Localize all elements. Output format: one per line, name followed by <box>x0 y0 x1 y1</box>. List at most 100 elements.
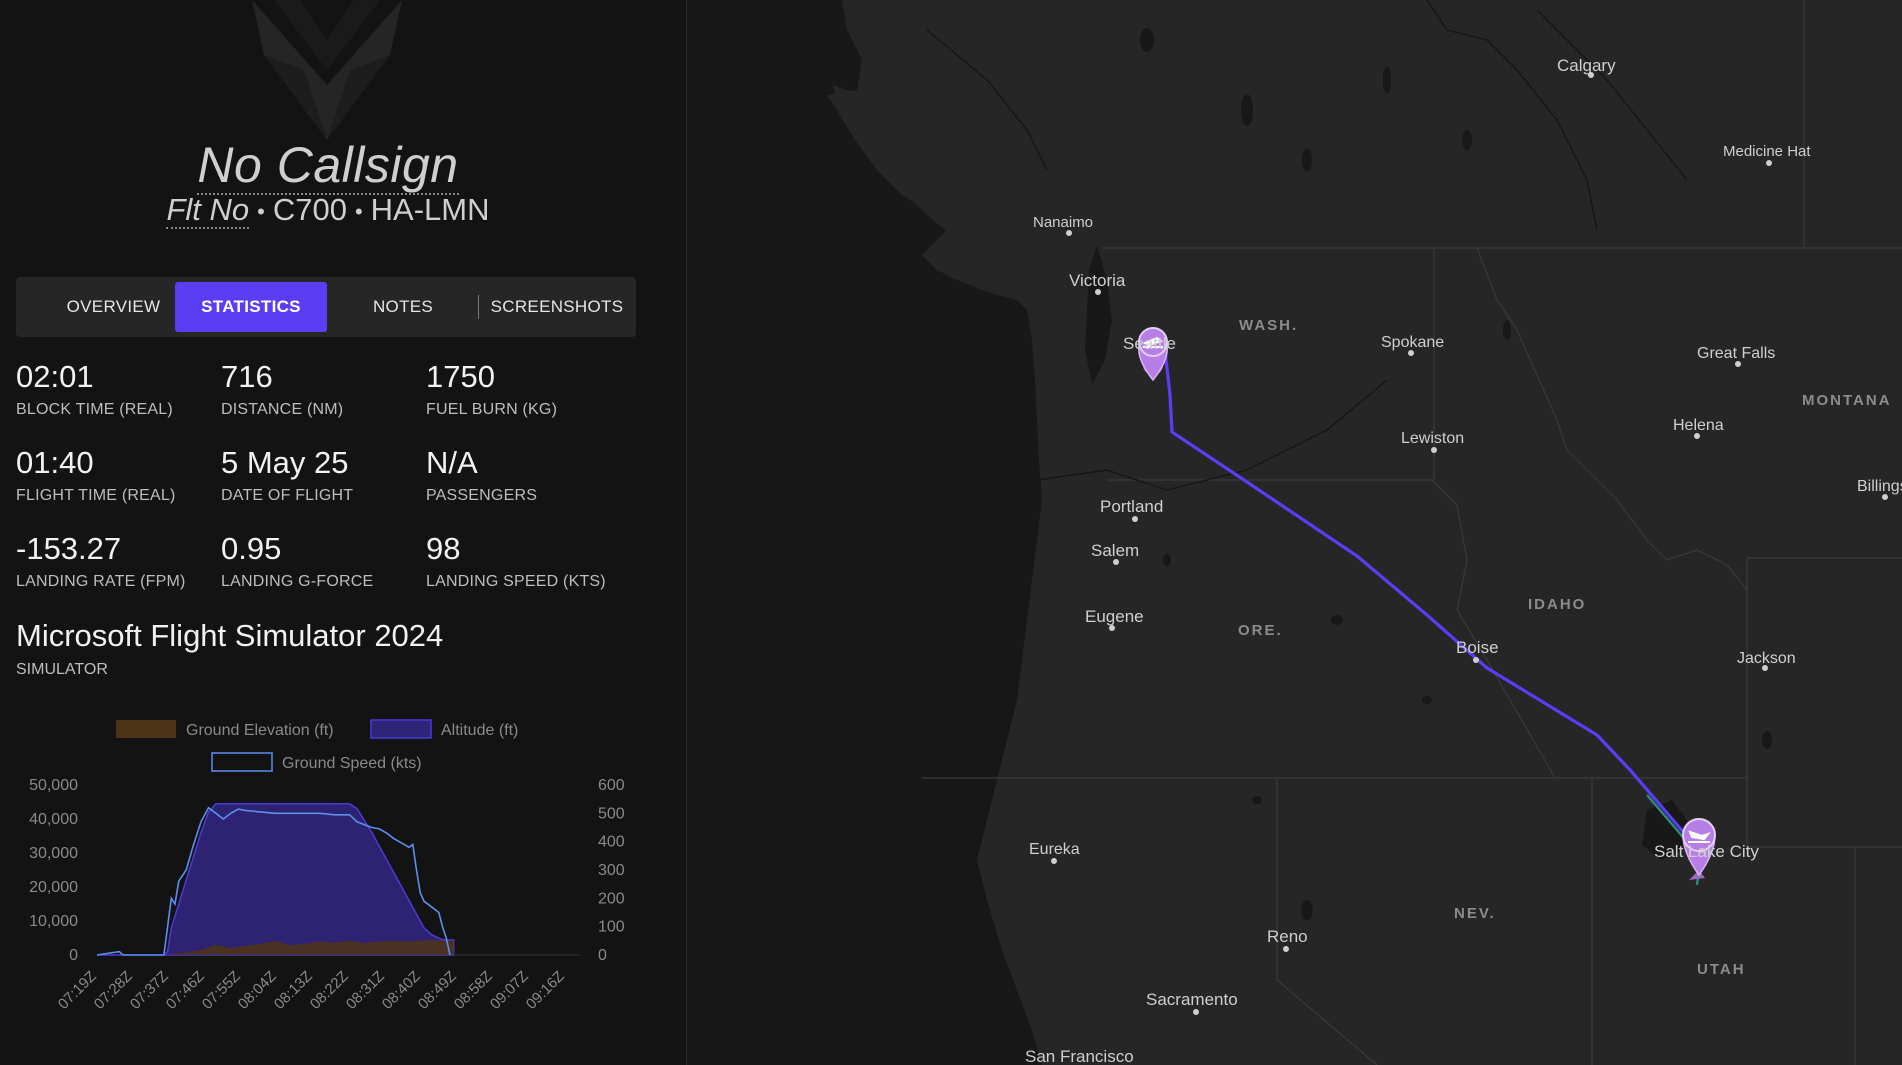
stat-fuel-burn: 1750 FUEL BURN (KG) <box>426 360 626 419</box>
state-borders <box>922 0 1902 1065</box>
legend-swatch-ground-speed <box>211 752 273 772</box>
flight-number[interactable]: Flt No <box>166 192 250 229</box>
stat-distance: 716 DISTANCE (NM) <box>221 360 421 419</box>
stat-value: 1750 <box>426 359 495 394</box>
aircraft-type: C700 <box>272 192 347 227</box>
city-salt-lake-city: Salt Lake City <box>1654 842 1759 861</box>
stat-landing-g-force: 0.95 LANDING G-FORCE <box>221 532 421 591</box>
stat-label: DISTANCE (NM) <box>221 401 344 418</box>
callsign-text[interactable]: No Callsign <box>197 137 459 195</box>
flight-route-map[interactable]: Calgary Medicine Hat Nanaimo Victoria Se… <box>687 0 1902 1065</box>
city-lewiston: Lewiston <box>1401 430 1464 447</box>
tab-divider <box>478 295 479 319</box>
stat-label: DATE OF FLIGHT <box>221 487 354 504</box>
x-tick-label: 09:16Z <box>523 968 568 1013</box>
takeoff-icon <box>1142 336 1164 348</box>
city-nanaimo: Nanaimo <box>1033 214 1093 231</box>
series-altitude-area <box>97 802 455 956</box>
tab-notes[interactable]: NOTES <box>372 297 434 316</box>
city-victoria: Victoria <box>1069 271 1126 290</box>
puget-sound <box>1085 245 1112 385</box>
x-tick-label: 08:31Z <box>343 968 388 1013</box>
x-tick-label: 08:13Z <box>271 968 316 1013</box>
city-seattle: Seattle <box>1123 334 1176 353</box>
y-right-tick-label: 600 <box>598 777 625 794</box>
simulator-name: Microsoft Flight Simulator 2024 <box>16 618 444 653</box>
y-left-tick-label: 10,000 <box>29 913 78 930</box>
stat-value: 02:01 <box>16 359 94 394</box>
city-medicine-hat: Medicine Hat <box>1723 143 1811 160</box>
stat-landing-rate: -153.27 LANDING RATE (FPM) <box>16 532 216 591</box>
y-right-tick-label: 200 <box>598 890 625 907</box>
legend-label-ground-elevation: Ground Elevation (ft) <box>186 722 334 739</box>
departure-airport-marker[interactable] <box>1138 327 1168 382</box>
city-reno: Reno <box>1267 927 1308 946</box>
stat-label: LANDING SPEED (KTS) <box>426 573 606 590</box>
stat-value: 5 May 25 <box>221 445 349 480</box>
stat-date-of-flight: 5 May 25 DATE OF FLIGHT <box>221 446 421 505</box>
y-right-tick-label: 100 <box>598 919 625 936</box>
brand-logo <box>252 0 402 140</box>
x-tick-label: 09:07Z <box>487 968 532 1013</box>
y-right-tick-label: 500 <box>598 805 625 822</box>
legend-label-altitude: Altitude (ft) <box>441 722 518 739</box>
y-left-tick-label: 50,000 <box>29 777 78 794</box>
stat-value: 0.95 <box>221 531 282 566</box>
x-tick-label: 08:58Z <box>451 968 496 1013</box>
x-tick-label: 07:37Z <box>127 968 172 1013</box>
region-ore: ORE. <box>1238 622 1283 639</box>
series-ground-elevation-area <box>97 940 454 955</box>
stat-block-time: 02:01 BLOCK TIME (REAL) <box>16 360 216 419</box>
region-wash: WASH. <box>1239 317 1298 334</box>
city-san-francisco: San Francisco <box>1025 1047 1134 1065</box>
stat-value: N/A <box>426 445 478 480</box>
city-boise: Boise <box>1456 638 1499 657</box>
flight-route-path <box>1150 340 1699 859</box>
stat-label: PASSENGERS <box>426 487 538 504</box>
x-tick-label: 07:19Z <box>55 968 100 1013</box>
legend-swatch-altitude <box>370 719 432 739</box>
y-right-tick-label: 300 <box>598 862 625 879</box>
stat-label: LANDING G-FORCE <box>221 573 374 590</box>
stat-passengers: N/A PASSENGERS <box>426 446 626 505</box>
stat-flight-time: 01:40 FLIGHT TIME (REAL) <box>16 446 216 505</box>
flight-details-panel: No Callsign Flt No • C700 • HA-LMN OVERVIEW … <box>0 0 687 1065</box>
x-tick-label: 08:04Z <box>235 968 280 1013</box>
x-tick-label: 08:22Z <box>307 968 352 1013</box>
city-eureka: Eureka <box>1029 841 1080 858</box>
great-salt-lake <box>1642 800 1687 860</box>
y-left-tick-label: 20,000 <box>29 879 78 896</box>
y-left-tick-label: 30,000 <box>29 845 78 862</box>
x-tick-label: 07:28Z <box>91 968 136 1013</box>
stat-landing-speed: 98 LANDING SPEED (KTS) <box>426 532 626 591</box>
city-sacramento: Sacramento <box>1146 990 1238 1009</box>
separator-dot: • <box>257 198 265 224</box>
stat-value: 98 <box>426 531 461 566</box>
landing-icon <box>1688 830 1711 843</box>
tab-statistics[interactable]: STATISTICS <box>175 282 327 332</box>
flight-info-line: Flt No • C700 • HA-LMN <box>0 192 656 229</box>
x-tick-label: 08:49Z <box>415 968 460 1013</box>
rivers <box>926 0 1688 491</box>
y-left-tick-label: 0 <box>69 947 78 964</box>
tab-screenshots[interactable]: SCREENSHOTS <box>490 297 624 316</box>
region-utah: UTAH <box>1697 961 1746 978</box>
vancouver-island <box>832 85 1007 255</box>
lakes <box>1140 28 1772 920</box>
tab-overview[interactable]: OVERVIEW <box>66 297 161 316</box>
city-billings: Billings <box>1857 478 1902 495</box>
stat-label: BLOCK TIME (REAL) <box>16 401 173 418</box>
stat-value: 716 <box>221 359 273 394</box>
stat-label: FUEL BURN (KG) <box>426 401 558 418</box>
city-labels: Calgary Medicine Hat Nanaimo Victoria Se… <box>1025 56 1902 1065</box>
y-right-tick-label: 400 <box>598 834 625 851</box>
stat-label: FLIGHT TIME (REAL) <box>16 487 176 504</box>
city-calgary: Calgary <box>1557 56 1616 75</box>
separator-dot: • <box>354 198 363 224</box>
arrival-airport-marker[interactable] <box>1682 818 1716 880</box>
stat-label: LANDING RATE (FPM) <box>16 573 186 590</box>
stat-value: 01:40 <box>16 445 94 480</box>
city-salem: Salem <box>1091 541 1139 560</box>
series-ground-speed-line <box>96 806 451 956</box>
region-montana: MONTANA <box>1802 392 1892 409</box>
